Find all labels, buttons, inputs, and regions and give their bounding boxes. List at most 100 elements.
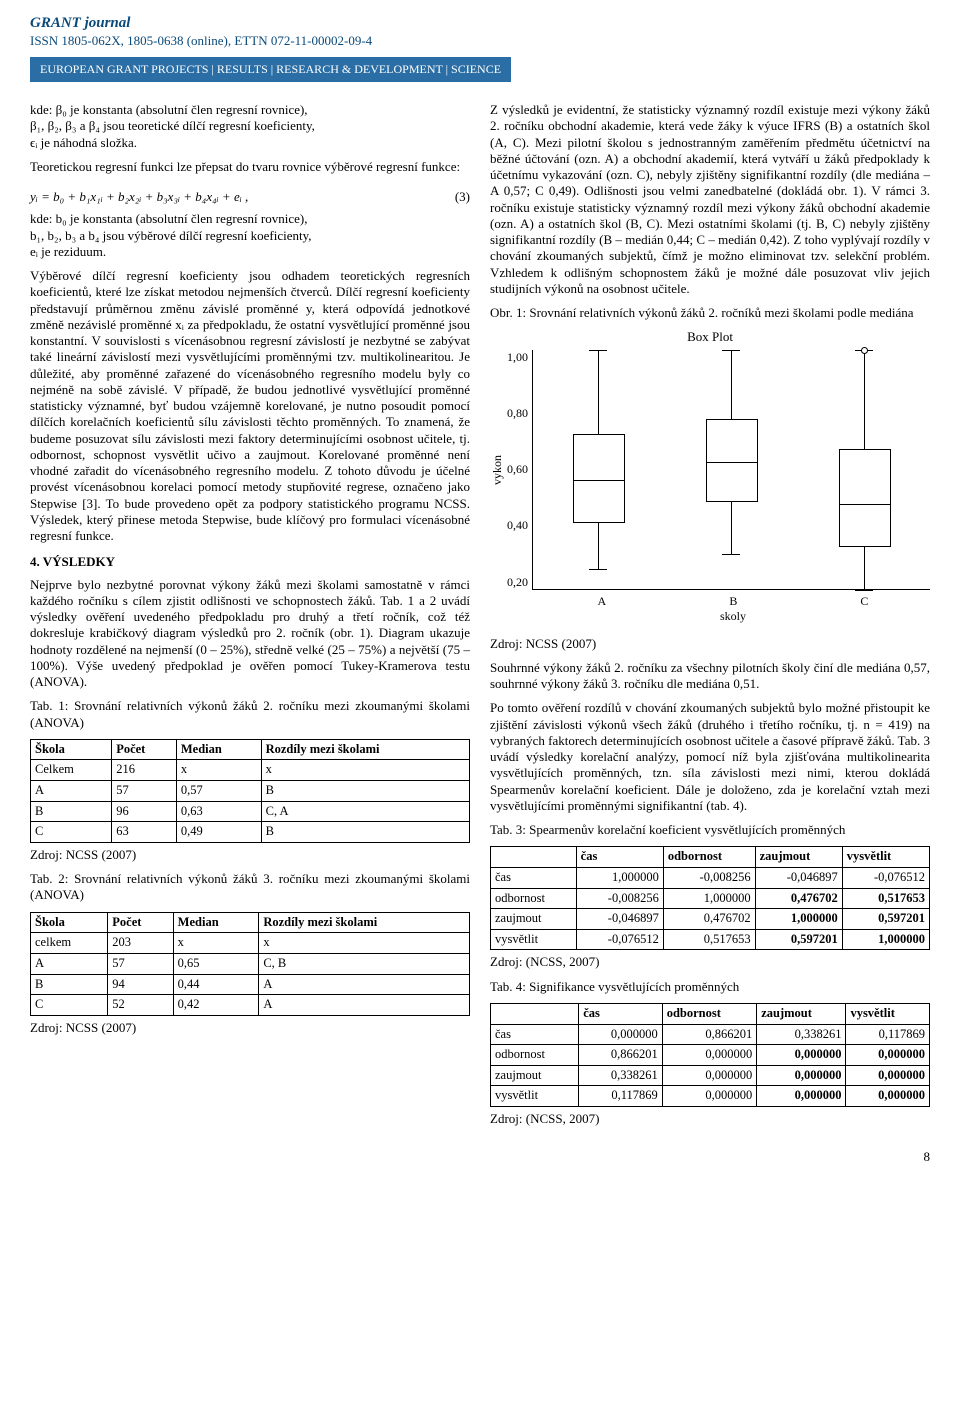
box [706,419,758,502]
table-row: odbornost0,8662010,0000000,0000000,00000… [491,1045,930,1066]
table-cell: -0,076512 [576,929,663,950]
table-cell: -0,008256 [663,867,755,888]
ytick: 0,80 [507,406,528,421]
tab2-caption: Tab. 2: Srovnání relativních výkonů žáků… [30,871,470,904]
table-row: C520,42A [31,995,470,1016]
right-column: Z výsledků je evidentní, že statisticky … [490,102,930,1135]
table-cell: 0,517653 [842,888,929,909]
table-row: Celkem216xx [31,760,470,781]
table-cell: -0,008256 [576,888,663,909]
xtick: C [860,594,868,609]
xtick: A [598,594,607,609]
tab4-source: Zdroj: (NCSS, 2007) [490,1111,930,1127]
median-line [574,480,624,481]
th: Median [176,739,261,760]
table-cell: 0,338261 [757,1024,846,1045]
page: GRANT journal ISSN 1805-062X, 1805-0638 … [0,0,960,1186]
table-cell: 0,000000 [846,1045,930,1066]
chart-plot-area [532,350,930,590]
table-row: čas0,0000000,8662010,3382610,117869 [491,1024,930,1045]
chart-xlabel: skoly [536,609,930,624]
table-cell: odbornost [491,888,577,909]
box [573,434,625,523]
table-cell: čas [491,867,577,888]
table-row: A570,57B [31,781,470,802]
para-b-def: kde: b₀ je konstanta (absolutní člen reg… [30,211,470,260]
chart-area: vykon 1,00 0,80 0,60 0,40 0,20 [490,350,930,590]
table-cell: 0,000000 [662,1045,756,1066]
tab1-caption: Tab. 1: Srovnání relativních výkonů žáků… [30,698,470,731]
table-row: vysvětlit0,1178690,0000000,0000000,00000… [491,1086,930,1107]
tab3-caption: Tab. 3: Spearmenův korelační koeficient … [490,822,930,838]
table-cell: -0,046897 [755,867,842,888]
whisker-cap [722,350,740,351]
whisker-cap [855,590,873,591]
outlier [861,347,868,354]
median-line [707,462,757,463]
th [491,1003,579,1024]
table-cell: -0,046897 [576,909,663,930]
whisker-cap [722,554,740,555]
th: odbornost [662,1003,756,1024]
table-cell: vysvětlit [491,929,577,950]
th: vysvětlit [842,847,929,868]
th: odbornost [663,847,755,868]
th: zaujmout [755,847,842,868]
table-cell: 0,597201 [755,929,842,950]
fig1-caption: Obr. 1: Srovnání relativních výkonů žáků… [490,305,930,321]
table-cell: 1,000000 [576,867,663,888]
xtick: B [729,594,737,609]
table-cell: 1,000000 [663,888,755,909]
formula-number: (3) [455,189,470,205]
para-correlation-intro: Po tomto ověření rozdílů v chování zkoum… [490,700,930,814]
table-header-row: Škola Počet Median Rozdíly mezi školami [31,912,470,933]
chart-ylabel: vykon [490,350,507,590]
th: čas [576,847,663,868]
header-bar: EUROPEAN GRANT PROJECTS | RESULTS | RESE… [30,57,511,82]
para-summary-median: Souhrnné výkony žáků 2. ročníku za všech… [490,660,930,693]
tab4-caption: Tab. 4: Signifikance vysvětlujících prom… [490,979,930,995]
table-cell: 0,866201 [662,1024,756,1045]
table-cell: vysvětlit [491,1086,579,1107]
section-4-heading: 4. VÝSLEDKY [30,554,470,570]
chart-x-axis-row: A B C skoly [490,590,930,624]
th: čas [579,1003,663,1024]
th: vysvětlit [846,1003,930,1024]
table-cell: čas [491,1024,579,1045]
table-cell: 0,000000 [757,1086,846,1107]
table-row: B940,44A [31,974,470,995]
th: zaujmout [757,1003,846,1024]
table-header-row: čas odbornost zaujmout vysvětlit [491,847,930,868]
table-cell: odbornost [491,1045,579,1066]
table-cell: 0,476702 [755,888,842,909]
left-column: kde: β₀ je konstanta (absolutní člen reg… [30,102,470,1135]
page-header: GRANT journal ISSN 1805-062X, 1805-0638 … [30,0,930,102]
table-1: Škola Počet Median Rozdíly mezi školami … [30,739,470,843]
table-2: Škola Počet Median Rozdíly mezi školami … [30,912,470,1016]
table-header-row: Škola Počet Median Rozdíly mezi školami [31,739,470,760]
table-row: C630,49B [31,822,470,843]
ytick: 0,60 [507,462,528,477]
table-row: celkem203xx [31,933,470,954]
ytick: 1,00 [507,350,528,365]
table-cell: 0,000000 [757,1065,846,1086]
table-cell: 1,000000 [755,909,842,930]
th: Počet [108,912,173,933]
chart-yticks: 1,00 0,80 0,60 0,40 0,20 [507,350,532,590]
table-cell: 0,117869 [579,1086,663,1107]
table-cell: 0,000000 [846,1086,930,1107]
chart-title: Box Plot [490,329,930,345]
two-column-content: kde: β₀ je konstanta (absolutní člen reg… [30,102,930,1135]
journal-title: GRANT journal [30,14,930,33]
median-line [840,504,890,505]
ytick: 0,40 [507,518,528,533]
table-cell: zaujmout [491,1065,579,1086]
issn-line: ISSN 1805-062X, 1805-0638 (online), ETTN… [30,33,930,49]
whisker-cap [589,569,607,570]
table-row: odbornost-0,0082561,0000000,4767020,5176… [491,888,930,909]
tab1-source: Zdroj: NCSS (2007) [30,847,470,863]
table-cell: zaujmout [491,909,577,930]
table-header-row: čas odbornost zaujmout vysvětlit [491,1003,930,1024]
th: Rozdíly mezi školami [259,912,470,933]
boxplot-figure: Box Plot vykon 1,00 0,80 0,60 0,40 0,20 [490,329,930,623]
